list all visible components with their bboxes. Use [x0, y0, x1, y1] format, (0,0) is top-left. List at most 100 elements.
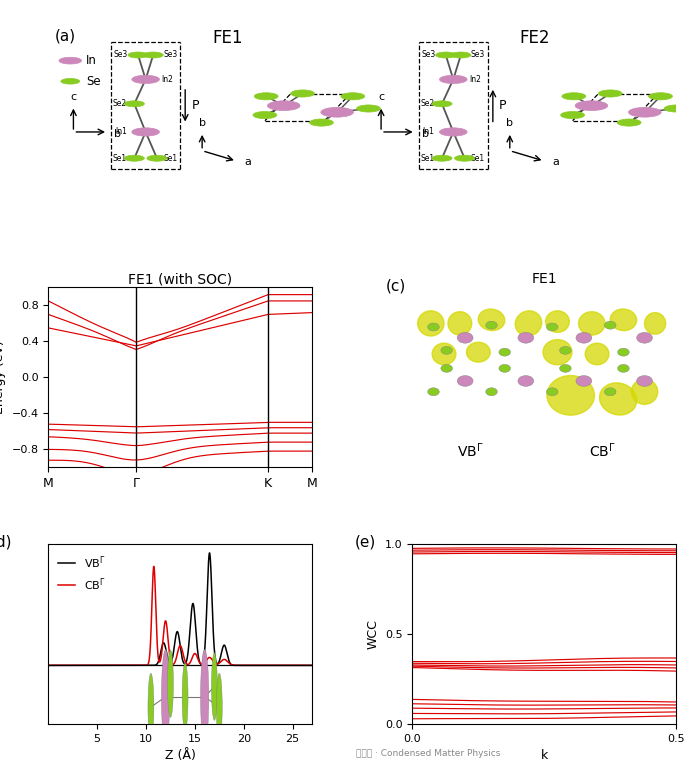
Circle shape	[604, 321, 616, 329]
Text: Se1: Se1	[420, 154, 435, 162]
Circle shape	[217, 673, 222, 741]
Circle shape	[182, 663, 188, 731]
X-axis label: k: k	[541, 749, 548, 762]
VB$^\Gamma$	[308, 661, 316, 670]
VB$^\Gamma$	[172, 628, 181, 638]
Text: Se3: Se3	[114, 49, 128, 59]
Circle shape	[457, 376, 473, 387]
Text: FE1: FE1	[212, 28, 242, 47]
Circle shape	[598, 90, 622, 97]
Text: b: b	[506, 119, 513, 129]
Text: Se2: Se2	[420, 99, 435, 109]
Text: Se3: Se3	[471, 49, 485, 59]
Text: VB$^\Gamma$: VB$^\Gamma$	[457, 441, 484, 460]
Circle shape	[618, 348, 629, 357]
Circle shape	[61, 79, 79, 84]
CB$^\Gamma$	[58, 661, 66, 670]
Text: Se: Se	[86, 75, 101, 88]
Circle shape	[649, 92, 673, 100]
Circle shape	[441, 346, 453, 354]
Circle shape	[576, 333, 592, 343]
Text: Se3: Se3	[164, 49, 177, 59]
Circle shape	[486, 388, 497, 396]
Circle shape	[124, 101, 144, 107]
Circle shape	[546, 323, 558, 331]
CB$^\Gamma$	[166, 651, 174, 660]
Circle shape	[451, 52, 471, 58]
Circle shape	[168, 650, 173, 718]
VB$^\Gamma$	[58, 661, 66, 670]
Circle shape	[143, 52, 164, 58]
Text: In2: In2	[469, 75, 481, 84]
Circle shape	[457, 333, 473, 343]
Circle shape	[637, 376, 653, 387]
Circle shape	[441, 364, 453, 373]
Legend: VB$^\Gamma$, CB$^\Gamma$: VB$^\Gamma$, CB$^\Gamma$	[54, 550, 110, 597]
Text: Se2: Se2	[112, 99, 127, 109]
Text: Se1: Se1	[471, 154, 485, 162]
Circle shape	[161, 650, 170, 744]
Ellipse shape	[515, 311, 542, 336]
Circle shape	[440, 75, 467, 83]
X-axis label: Z (Å): Z (Å)	[165, 749, 196, 762]
VB$^\Gamma$	[300, 661, 308, 670]
Ellipse shape	[600, 383, 637, 415]
Circle shape	[432, 156, 452, 161]
Circle shape	[664, 105, 688, 112]
CB$^\Gamma$	[308, 661, 316, 670]
Text: b: b	[199, 119, 206, 129]
Circle shape	[575, 101, 608, 111]
Ellipse shape	[478, 309, 505, 330]
Line: VB$^\Gamma$: VB$^\Gamma$	[48, 553, 312, 665]
Circle shape	[254, 92, 278, 100]
Circle shape	[499, 348, 511, 357]
Ellipse shape	[543, 340, 572, 365]
Circle shape	[618, 364, 629, 373]
VB$^\Gamma$	[166, 658, 174, 667]
CB$^\Gamma$	[44, 661, 52, 670]
Circle shape	[147, 156, 167, 161]
Ellipse shape	[644, 313, 666, 334]
Text: P: P	[191, 99, 199, 112]
Text: b: b	[115, 129, 121, 139]
Text: b: b	[422, 129, 429, 139]
Circle shape	[341, 92, 365, 100]
Circle shape	[617, 119, 641, 126]
Circle shape	[499, 364, 511, 373]
Text: 公众号 · Condensed Matter Physics: 公众号 · Condensed Matter Physics	[355, 749, 500, 758]
Circle shape	[148, 673, 154, 741]
Circle shape	[132, 75, 159, 83]
Ellipse shape	[579, 312, 605, 335]
Circle shape	[518, 333, 534, 343]
Text: (a): (a)	[55, 28, 76, 44]
Circle shape	[428, 388, 440, 396]
Text: (c): (c)	[386, 279, 406, 293]
Ellipse shape	[466, 343, 490, 362]
Text: a: a	[553, 157, 560, 167]
Circle shape	[518, 376, 534, 387]
Circle shape	[201, 650, 209, 744]
Circle shape	[629, 107, 661, 117]
Circle shape	[560, 346, 571, 354]
Circle shape	[132, 128, 159, 136]
Text: CB$^\Gamma$: CB$^\Gamma$	[589, 441, 615, 460]
Ellipse shape	[547, 376, 594, 415]
Ellipse shape	[448, 312, 472, 335]
Circle shape	[268, 101, 300, 111]
Circle shape	[435, 52, 456, 58]
VB$^\Gamma$	[252, 661, 260, 670]
Text: c: c	[70, 92, 77, 102]
Circle shape	[357, 105, 380, 112]
Ellipse shape	[610, 309, 637, 330]
Y-axis label: Energy (eV): Energy (eV)	[0, 340, 6, 414]
VB$^\Gamma$	[44, 661, 52, 670]
Circle shape	[124, 156, 144, 161]
Circle shape	[253, 112, 277, 119]
Circle shape	[290, 90, 315, 97]
Circle shape	[546, 388, 558, 396]
Text: In1: In1	[422, 128, 435, 136]
CB$^\Gamma$	[300, 661, 308, 670]
Text: P: P	[499, 99, 506, 112]
Circle shape	[321, 107, 353, 117]
Circle shape	[604, 388, 616, 396]
